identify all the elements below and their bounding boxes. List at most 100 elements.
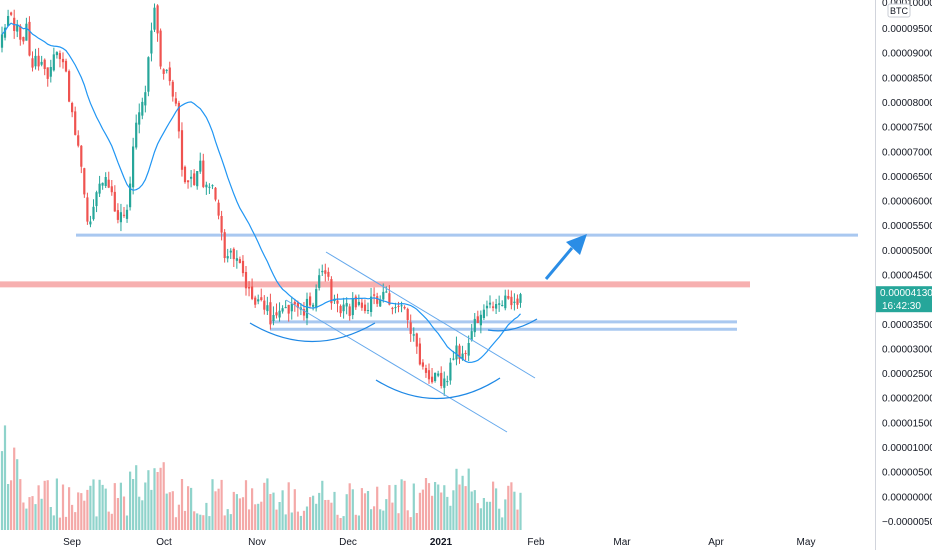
candle-body <box>187 180 190 183</box>
rounded-bottom-small[interactable] <box>487 318 538 332</box>
candle-body <box>223 232 226 258</box>
candle-body <box>290 303 293 312</box>
volume-bar <box>183 510 187 530</box>
volume-bar <box>339 518 342 530</box>
volume-bar <box>293 489 296 530</box>
volume-bar <box>95 516 98 530</box>
volume-bar <box>345 494 348 530</box>
candle-body <box>116 210 119 220</box>
price-tick-label: 0.00006000 <box>882 197 932 208</box>
candle-body <box>427 370 431 380</box>
candle-body <box>202 160 205 187</box>
volume-bar <box>199 514 202 530</box>
volume-bar <box>394 484 397 530</box>
arrow-shaft[interactable] <box>544 247 574 280</box>
candle-body <box>238 259 241 263</box>
candle-body <box>510 296 513 306</box>
candle-body <box>312 304 315 307</box>
drawings <box>249 234 587 433</box>
volume-bar <box>424 478 428 530</box>
candle-body <box>409 322 412 334</box>
candle-body <box>214 187 217 200</box>
volume-bar <box>284 514 287 530</box>
volume-bar <box>193 511 196 530</box>
candle-body <box>309 296 312 306</box>
volume-bar <box>357 515 360 530</box>
price-tick-label: −0.00000500 <box>882 517 932 528</box>
candle-body <box>129 183 132 208</box>
candle-body <box>64 60 68 72</box>
candle-body <box>165 69 168 71</box>
volume-bar <box>379 509 382 530</box>
volume-bar <box>64 516 68 530</box>
volume-bar <box>116 498 119 530</box>
volume-bar <box>190 487 193 530</box>
rounded-bottom-right[interactable] <box>375 377 501 400</box>
volume-bar <box>55 478 58 530</box>
candle-body <box>504 295 507 309</box>
candle-body <box>77 135 80 146</box>
time-tick-label: Dec <box>339 537 357 548</box>
candle-body <box>19 25 22 40</box>
candle-body <box>443 378 446 388</box>
time-tick-label: 2021 <box>430 537 453 548</box>
candle-body <box>302 309 306 316</box>
volume-bar <box>305 506 309 530</box>
candle-body <box>342 304 345 312</box>
candle-body <box>473 318 476 333</box>
rounded-bottom-left[interactable] <box>249 322 376 343</box>
volume-bar <box>318 492 321 530</box>
volume-bar <box>290 512 293 530</box>
candle-body <box>482 309 485 318</box>
moving-average <box>1 22 521 364</box>
volume-bar <box>263 482 266 530</box>
arrow-head[interactable] <box>566 234 587 255</box>
candle-body <box>244 272 248 289</box>
volume-bar <box>180 479 184 530</box>
volume-bar <box>519 492 522 530</box>
volume-bar <box>223 515 226 530</box>
candle-body <box>135 122 138 148</box>
volume-bar <box>324 500 327 530</box>
candle-body <box>363 304 367 311</box>
candle-body <box>263 300 266 310</box>
volume-bar <box>260 501 263 530</box>
candle-body <box>196 171 199 187</box>
candle-body <box>211 185 214 187</box>
time-tick-label: Oct <box>156 537 172 548</box>
candle-body <box>229 250 232 253</box>
price-tick-label: 0.00003500 <box>882 320 932 331</box>
volume-bar <box>138 496 141 530</box>
candle-body <box>376 296 379 304</box>
time-axis[interactable]: Sep Oct Nov Dec 2021 Feb Mar Apr May <box>63 537 815 548</box>
volume-bar <box>125 515 129 530</box>
volume-bar <box>232 491 235 530</box>
price-tick-label: 0.00002000 <box>882 394 932 405</box>
candle-body <box>388 293 391 305</box>
channel-upper-line[interactable] <box>325 251 536 379</box>
volume-bar <box>238 498 241 530</box>
time-tick-label: Mar <box>613 537 631 548</box>
volume-bar <box>287 482 290 530</box>
candle-body <box>86 197 89 222</box>
channel-lower-line[interactable] <box>285 299 508 433</box>
volume-bar <box>464 486 467 530</box>
volume-bar <box>269 494 272 530</box>
candle-body <box>104 177 107 186</box>
candle-body <box>248 287 251 289</box>
candle-body <box>287 304 290 314</box>
candle-body <box>7 16 10 26</box>
volume-bar <box>13 447 16 530</box>
volume-bar <box>104 488 107 530</box>
candle-body <box>461 353 464 360</box>
volume-bar <box>376 486 379 530</box>
volume-bar <box>510 482 513 530</box>
candle-body <box>232 248 235 260</box>
candle-body <box>452 358 455 360</box>
price-axis[interactable]: 0.00009500 0.00009000 0.00008500 0.00008000… <box>882 24 932 528</box>
volume-bar <box>98 479 101 530</box>
currency-badge[interactable] <box>887 3 911 18</box>
volume-bar <box>217 488 220 530</box>
